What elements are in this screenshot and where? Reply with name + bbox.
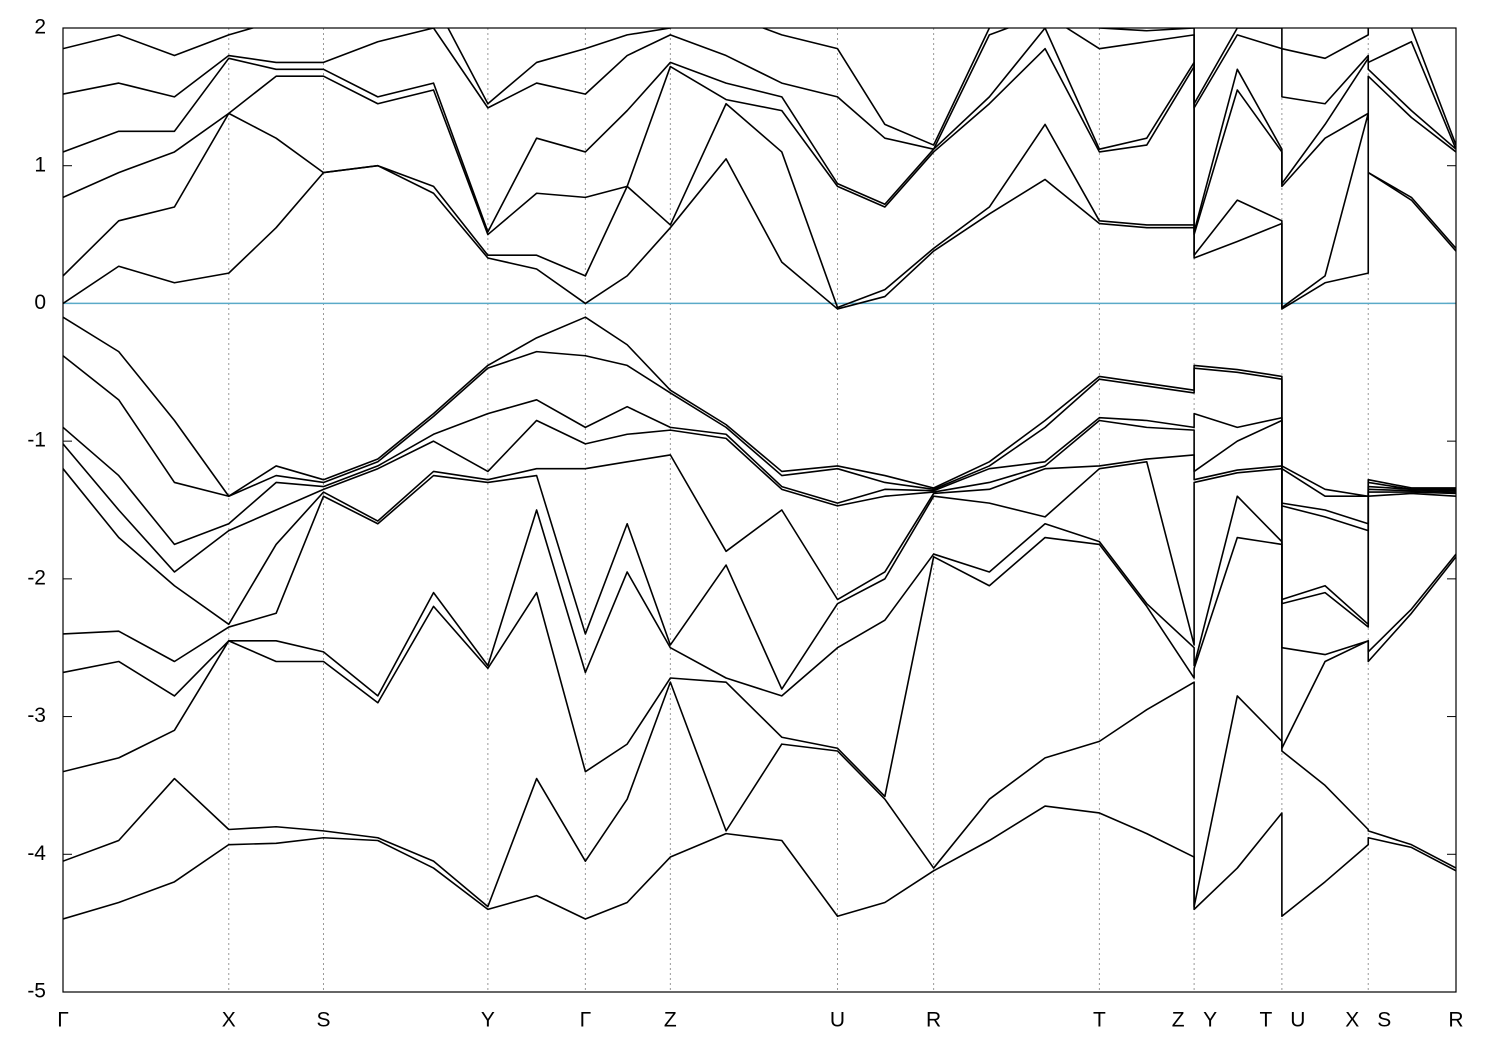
y-tick-label: -2 <box>27 566 46 589</box>
x-tick-label: R <box>926 1009 941 1032</box>
band-line <box>63 28 1456 146</box>
band-line <box>63 28 1456 233</box>
y-tick-label: 0 <box>34 291 46 314</box>
x-tick-label: S <box>1377 1009 1391 1032</box>
x-tick-label: T <box>1093 1009 1106 1032</box>
y-tick-label: 1 <box>34 153 46 176</box>
y-tick-label: -4 <box>27 842 46 865</box>
x-tick-label: R <box>1448 1009 1463 1032</box>
y-tick-label: -1 <box>27 429 46 452</box>
x-tick-label: Z <box>664 1009 677 1032</box>
x-tick-label: Y <box>481 1009 495 1032</box>
x-tick-label: X <box>222 1009 236 1032</box>
y-tick-label: -5 <box>27 980 46 1003</box>
plot-frame <box>62 27 1457 993</box>
x-tick-label: Γ <box>580 1009 592 1032</box>
band-line <box>63 399 1456 546</box>
band-line <box>63 28 1456 150</box>
band-line <box>63 102 1456 309</box>
y-tick-label: 2 <box>34 16 46 39</box>
x-tick-label: U <box>1290 1009 1305 1032</box>
band-line <box>63 316 1456 498</box>
band-line <box>63 681 1456 908</box>
x-tick-label: T <box>1259 1009 1272 1032</box>
x-tick-label: Y <box>1203 1009 1217 1032</box>
band-line <box>63 454 1456 626</box>
y-tick-label: -3 <box>27 704 46 727</box>
bands-layer <box>63 28 1456 920</box>
x-tick-label: Γ <box>57 1009 69 1032</box>
band-line <box>63 495 1456 697</box>
x-tick-label: Z <box>1172 1009 1185 1032</box>
x-tick-label: S <box>316 1009 330 1032</box>
x-tick-label: U <box>830 1009 845 1032</box>
x-tick-label: X <box>1345 1009 1359 1032</box>
band-line <box>63 805 1456 920</box>
band-line <box>63 536 1456 798</box>
